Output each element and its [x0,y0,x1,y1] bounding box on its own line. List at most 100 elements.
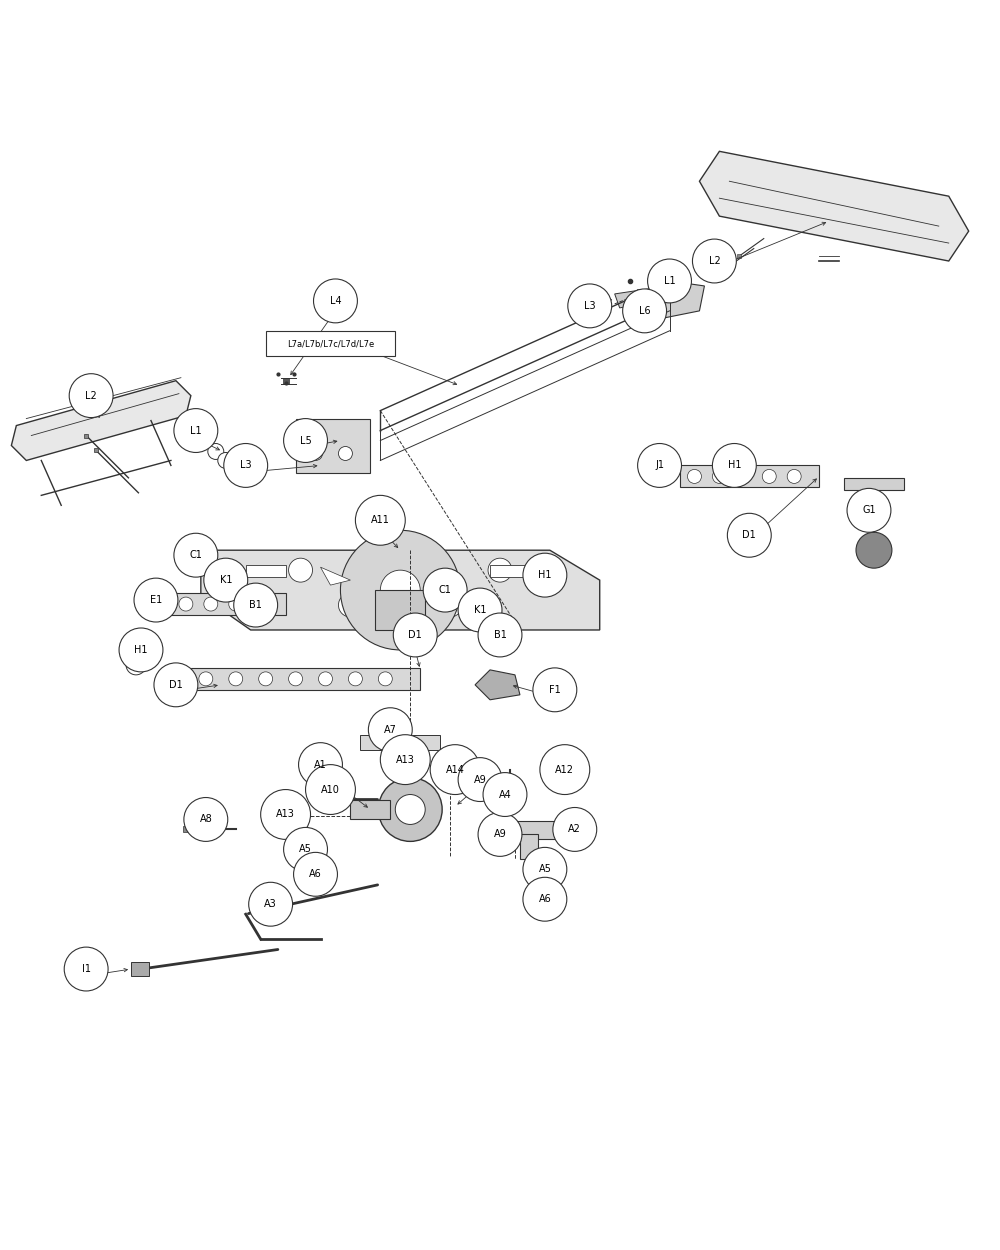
Circle shape [222,561,240,579]
Circle shape [338,592,362,618]
Circle shape [208,444,224,460]
Text: L3: L3 [240,460,252,470]
Circle shape [692,239,736,282]
Circle shape [687,470,701,484]
Circle shape [523,848,567,891]
Text: B1: B1 [249,600,262,610]
Circle shape [712,470,726,484]
Circle shape [69,374,113,418]
FancyBboxPatch shape [680,465,819,488]
Text: A13: A13 [396,755,415,765]
Text: L5: L5 [300,435,311,445]
Text: B1: B1 [494,630,506,640]
Circle shape [523,878,567,921]
Circle shape [338,446,352,460]
Text: K1: K1 [474,605,486,615]
Circle shape [483,772,527,816]
Circle shape [154,598,168,611]
Circle shape [234,582,278,628]
Circle shape [184,798,228,841]
Circle shape [284,828,327,871]
Circle shape [319,671,332,686]
Text: A1: A1 [314,760,327,770]
Circle shape [204,598,218,611]
Text: H1: H1 [538,570,552,580]
Circle shape [179,598,193,611]
Circle shape [306,765,355,815]
Circle shape [284,419,327,462]
FancyBboxPatch shape [520,835,538,859]
Polygon shape [475,670,520,700]
Text: A3: A3 [264,899,277,909]
Circle shape [314,279,357,322]
Circle shape [64,948,108,991]
Circle shape [762,470,776,484]
Text: I1: I1 [82,964,91,974]
Circle shape [395,795,425,825]
Text: K1: K1 [220,575,232,585]
FancyBboxPatch shape [350,800,390,820]
Circle shape [393,612,437,658]
Text: A10: A10 [321,785,340,795]
Circle shape [458,758,502,801]
Circle shape [727,514,771,558]
Circle shape [380,735,430,785]
Circle shape [787,470,801,484]
Circle shape [218,452,234,469]
Circle shape [368,707,412,751]
Circle shape [536,867,554,885]
FancyBboxPatch shape [266,331,395,356]
Circle shape [737,470,751,484]
Circle shape [380,570,420,610]
Text: A9: A9 [494,830,506,840]
Circle shape [229,671,243,686]
Circle shape [523,554,567,598]
Circle shape [204,559,248,602]
Circle shape [348,671,362,686]
Circle shape [430,745,480,795]
Circle shape [276,815,296,835]
Text: D1: D1 [169,680,183,690]
Circle shape [259,671,273,686]
Circle shape [847,489,891,532]
Text: A11: A11 [371,515,390,525]
FancyBboxPatch shape [146,592,286,615]
Text: H1: H1 [134,645,148,655]
Circle shape [249,882,293,926]
Text: L1: L1 [190,425,202,435]
Circle shape [340,530,460,650]
Circle shape [423,569,467,612]
Text: A14: A14 [446,765,465,775]
Text: C1: C1 [189,550,202,560]
FancyBboxPatch shape [296,419,370,474]
Text: A6: A6 [538,894,551,904]
Circle shape [446,768,464,785]
Text: A7: A7 [384,725,397,735]
Circle shape [476,596,484,604]
Text: H1: H1 [728,460,741,470]
Circle shape [199,671,213,686]
Text: L1: L1 [664,276,675,286]
Circle shape [289,559,313,582]
Circle shape [488,559,512,582]
FancyBboxPatch shape [500,821,560,840]
FancyBboxPatch shape [191,668,420,690]
FancyBboxPatch shape [360,735,440,750]
Text: A4: A4 [499,790,511,800]
Circle shape [568,284,612,328]
Circle shape [355,495,405,545]
Circle shape [228,461,244,478]
FancyBboxPatch shape [490,565,530,578]
Circle shape [539,894,557,911]
Circle shape [471,591,489,609]
Text: A2: A2 [568,825,581,835]
Circle shape [119,628,163,671]
Circle shape [297,848,315,865]
Circle shape [261,790,311,840]
Text: A13: A13 [276,810,295,820]
Circle shape [174,409,218,452]
Text: G1: G1 [862,505,876,515]
Text: L3: L3 [584,301,596,311]
Text: J1: J1 [655,460,664,470]
Circle shape [533,668,577,711]
